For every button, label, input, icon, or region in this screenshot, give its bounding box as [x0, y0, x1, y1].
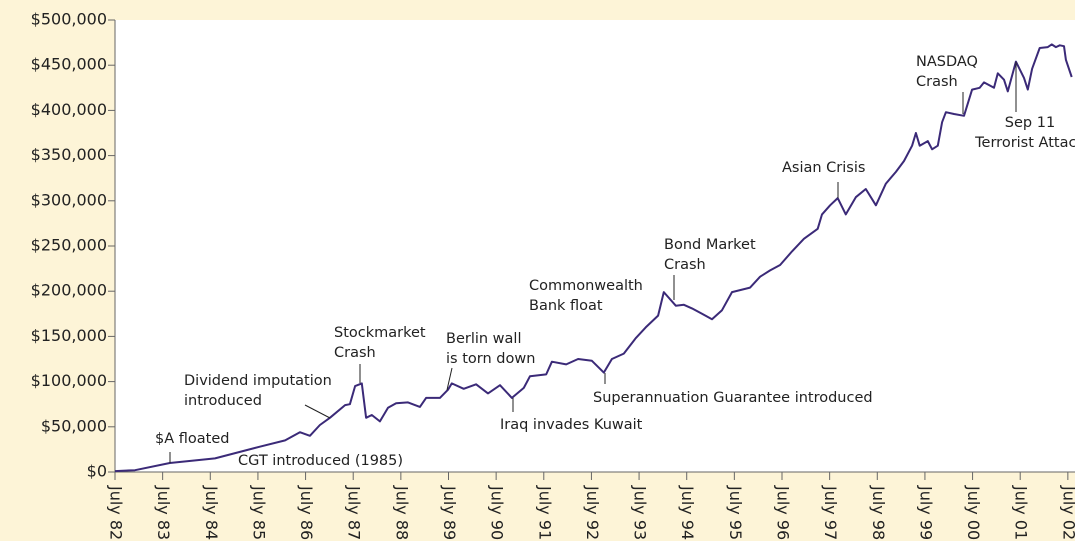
- x-tick-label: July 90: [488, 485, 507, 540]
- x-tick-label: July 95: [726, 485, 745, 540]
- x-tick-label: July 97: [821, 485, 840, 540]
- x-tick-label: July 85: [249, 485, 268, 540]
- x-tick-label: July 96: [773, 485, 792, 540]
- annotation: Stockmarket: [334, 325, 426, 341]
- y-tick-label: $300,000: [31, 190, 107, 209]
- x-tick-label: July 84: [202, 485, 221, 540]
- x-tick-label: July 93: [631, 485, 650, 540]
- x-tick-label: July 99: [916, 485, 935, 540]
- annotation: is torn down: [446, 351, 535, 367]
- plot-area: [115, 20, 1075, 472]
- y-tick-label: $50,000: [41, 416, 107, 435]
- y-tick-label: $500,000: [31, 10, 107, 29]
- annotation: Iraq invades Kuwait: [500, 417, 643, 433]
- y-tick-label: $150,000: [31, 326, 107, 345]
- y-tick-label: $100,000: [31, 371, 107, 390]
- annotation: Bond Market: [664, 237, 756, 253]
- x-tick-label: July 01: [1012, 485, 1031, 540]
- annotation-leader: [304, 404, 331, 419]
- y-tick-label: $250,000: [31, 236, 107, 255]
- annotation: Commonwealth: [529, 278, 643, 294]
- y-tick-label: $450,000: [31, 55, 107, 74]
- x-tick-label: July 00: [964, 485, 983, 540]
- annotation: Crash: [916, 74, 958, 90]
- annotation: CGT introduced (1985): [238, 453, 403, 469]
- data-line: [114, 43, 1073, 473]
- x-tick-label: July 02: [1059, 485, 1075, 540]
- annotation: NASDAQ: [916, 54, 978, 70]
- y-tick-label: $400,000: [31, 100, 107, 119]
- x-tick-label: July 83: [154, 485, 173, 540]
- annotation: $A floated: [155, 431, 229, 447]
- annotation: Berlin wall: [446, 331, 522, 347]
- x-tick-label: July 98: [869, 485, 888, 540]
- x-tick-label: July 82: [107, 485, 126, 540]
- annotation: Dividend imputation: [184, 373, 332, 389]
- x-tick-label: July 89: [440, 485, 459, 540]
- annotation: Crash: [664, 257, 706, 273]
- y-tick-label: $200,000: [31, 281, 107, 300]
- annotation: introduced: [184, 393, 262, 409]
- annotation: Bank float: [529, 298, 603, 314]
- annotation-leader: [446, 367, 453, 391]
- x-tick-label: July 94: [678, 485, 697, 540]
- annotation: Crash: [334, 345, 376, 361]
- x-tick-label: July 87: [345, 485, 364, 540]
- x-tick-label: July 86: [297, 485, 316, 540]
- x-tick-label: July 88: [392, 485, 411, 540]
- x-tick-label: July 91: [535, 485, 554, 540]
- y-tick-label: $0: [87, 462, 107, 481]
- annotation: Asian Crisis: [782, 160, 865, 176]
- y-tick-label: $350,000: [31, 145, 107, 164]
- annotation: Superannuation Guarantee introduced: [593, 390, 873, 406]
- annotation: Terrorist Attack: [974, 135, 1075, 151]
- x-tick-label: July 92: [583, 485, 602, 540]
- annotation: Sep 11: [1005, 115, 1055, 131]
